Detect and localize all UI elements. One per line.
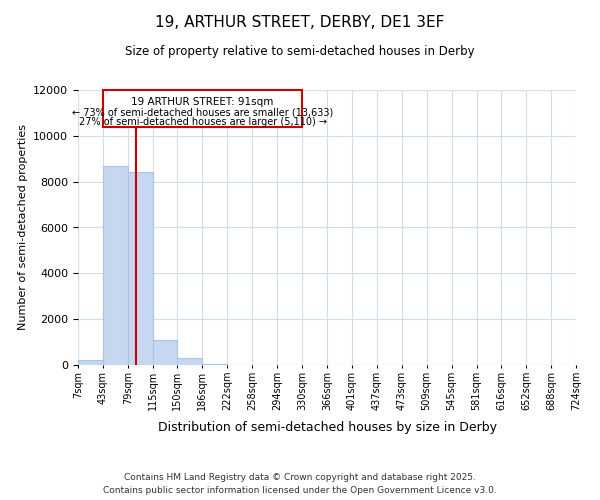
- Text: Contains public sector information licensed under the Open Government Licence v3: Contains public sector information licen…: [103, 486, 497, 495]
- Bar: [128, 172, 153, 365]
- Text: 27% of semi-detached houses are larger (5,110) →: 27% of semi-detached houses are larger (…: [79, 118, 326, 128]
- Bar: [202, 364, 227, 365]
- Text: ← 73% of semi-detached houses are smaller (13,633): ← 73% of semi-detached houses are smalle…: [72, 108, 333, 118]
- Bar: [178, 358, 202, 365]
- FancyBboxPatch shape: [103, 90, 302, 126]
- Bar: [78, 360, 103, 365]
- Text: Contains HM Land Registry data © Crown copyright and database right 2025.: Contains HM Land Registry data © Crown c…: [124, 472, 476, 482]
- Bar: [153, 340, 178, 365]
- Text: 19, ARTHUR STREET, DERBY, DE1 3EF: 19, ARTHUR STREET, DERBY, DE1 3EF: [155, 15, 445, 30]
- X-axis label: Distribution of semi-detached houses by size in Derby: Distribution of semi-detached houses by …: [157, 421, 497, 434]
- Bar: [103, 166, 128, 365]
- Y-axis label: Number of semi-detached properties: Number of semi-detached properties: [17, 124, 28, 330]
- Text: Size of property relative to semi-detached houses in Derby: Size of property relative to semi-detach…: [125, 45, 475, 58]
- Text: 19 ARTHUR STREET: 91sqm: 19 ARTHUR STREET: 91sqm: [131, 96, 274, 106]
